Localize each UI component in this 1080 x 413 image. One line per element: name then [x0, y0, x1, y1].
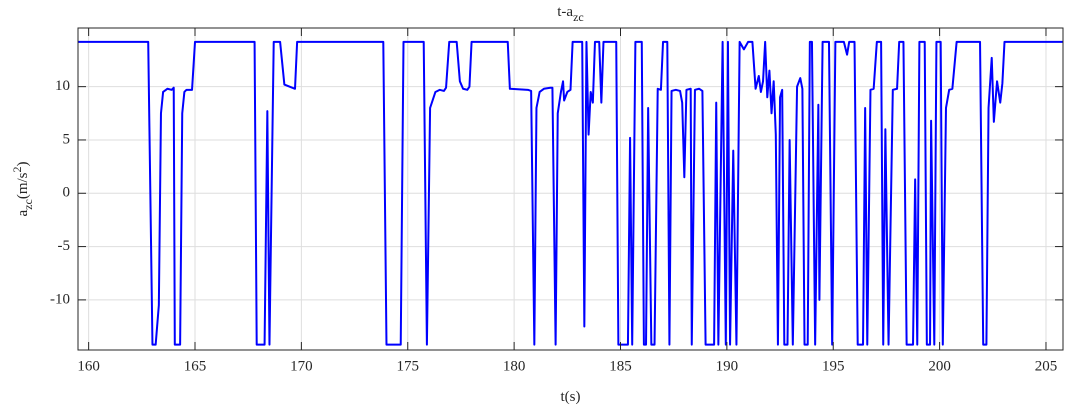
- y-tick-label: 10: [55, 78, 70, 94]
- y-axis-label-part: (m/s: [15, 172, 31, 199]
- y-axis-label: azc(m/s2): [10, 162, 35, 217]
- x-tick-label: 180: [503, 358, 526, 374]
- y-axis-label-part: 2: [10, 167, 24, 173]
- chart-title-part: zc: [573, 10, 584, 24]
- x-axis-label: t(s): [561, 389, 581, 405]
- y-tick-label: -5: [58, 238, 71, 254]
- y-tick-label: -10: [50, 291, 70, 307]
- axes-box: [77, 27, 1064, 351]
- x-tick-label: 170: [290, 358, 313, 374]
- chart-title-part: t-a: [557, 4, 573, 20]
- data-line: [78, 40, 1063, 346]
- x-tick-label: 195: [822, 358, 845, 374]
- y-axis-label-part: ): [15, 162, 31, 167]
- y-axis-label-part: a: [15, 210, 31, 217]
- chart-title: t-azc: [557, 4, 583, 23]
- x-axis-label-part: t(s): [561, 389, 581, 405]
- x-tick-label: 200: [928, 358, 951, 374]
- y-tick-label: 0: [63, 185, 71, 201]
- y-axis-label-part: zc: [21, 199, 35, 210]
- x-tick-label: 160: [77, 358, 100, 374]
- x-tick-label: 205: [1035, 358, 1058, 374]
- x-tick-label: 185: [609, 358, 632, 374]
- x-tick-label: 190: [716, 358, 739, 374]
- x-tick-label: 175: [397, 358, 420, 374]
- x-tick-label: 165: [184, 358, 207, 374]
- y-tick-label: 5: [63, 131, 71, 147]
